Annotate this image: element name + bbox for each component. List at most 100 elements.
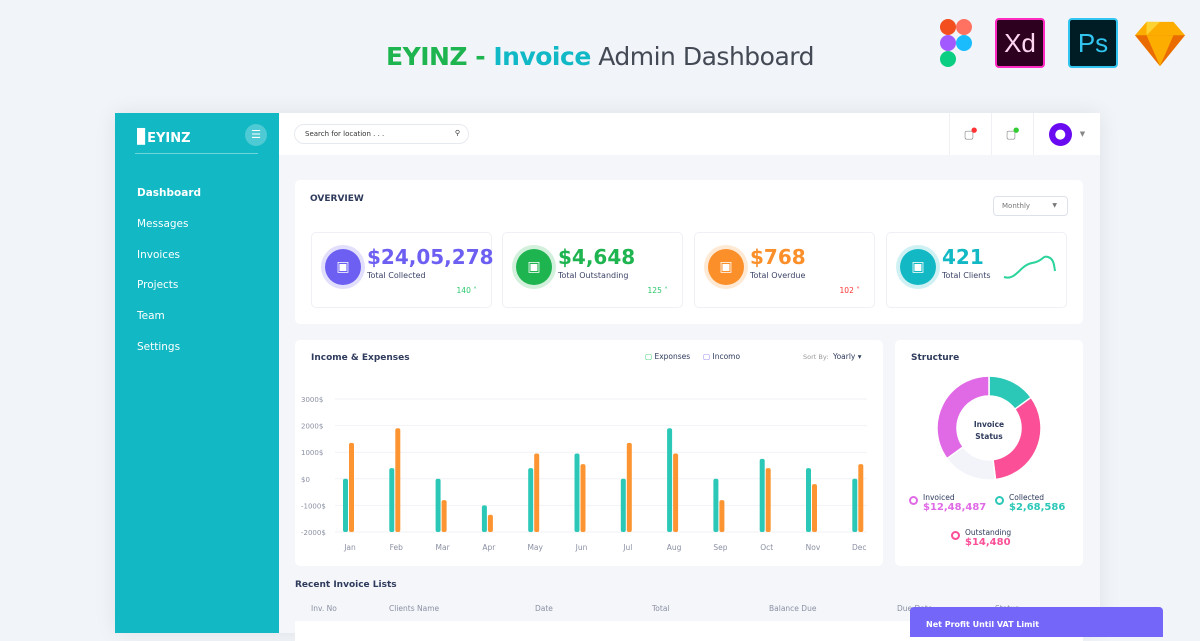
x-tick-label: Apr <box>482 543 496 552</box>
x-tick-label: Feb <box>390 543 404 552</box>
title-rest: Admin Dashboard <box>590 42 814 71</box>
bar-exponses <box>667 428 673 532</box>
title-word: Invoice <box>493 42 591 71</box>
bar-incomo <box>395 428 401 532</box>
stat-card[interactable]: ▣ $4,648 Total Outstanding 125 ˄ <box>502 232 683 308</box>
bar-incomo <box>487 514 493 532</box>
x-tick-label: Jun <box>575 543 588 552</box>
banner-title: EYINZ - Invoice Admin Dashboard <box>0 42 1200 71</box>
x-tick-label: Jul <box>622 543 632 552</box>
income-expenses-card: Income & Expenses ▢ Exponses ▢ Incomo So… <box>295 340 883 566</box>
y-tick-label: -2000$ <box>301 529 326 537</box>
dash: - <box>467 42 494 71</box>
stat-count: 140 ˄ <box>456 286 477 295</box>
bar-exponses <box>713 478 719 532</box>
invoice-status-donut <box>936 375 1042 481</box>
bar-incomo <box>580 464 586 532</box>
overview-title: OVERVIEW <box>310 194 364 204</box>
donut-slice-invoiced <box>936 375 990 460</box>
structure-card: Structure Invoice Status Invoiced $12,48,4… <box>895 340 1083 566</box>
stat-label: Total Outstanding <box>558 271 629 280</box>
logo: ▮EYINZ <box>135 123 191 148</box>
x-tick-label: May <box>527 543 543 552</box>
invoice-icon: ▣ <box>900 249 936 285</box>
column-header[interactable]: Date <box>535 604 553 613</box>
bar-exponses <box>759 458 765 532</box>
top-header: Search for location . . . ⚲ ▢ ● ▢ ● ● ▼ <box>279 113 1100 155</box>
bar-exponses <box>343 478 348 532</box>
bar-incomo <box>858 464 864 532</box>
photoshop-icon: Ps <box>1068 18 1118 68</box>
sidebar-item-dashboard[interactable]: Dashboard <box>137 187 202 199</box>
y-tick-label: 3000$ <box>301 396 323 404</box>
bar-exponses <box>574 453 580 532</box>
bar-exponses <box>806 468 811 532</box>
recent-invoices-title: Recent Invoice Lists <box>295 580 397 590</box>
legend-dot-icon <box>951 531 960 540</box>
legend-expenses: ▢ Exponses <box>645 352 691 361</box>
income-bar-chart: 3000$ 2000$ 1000$ $0 -1000$ -2000$ Jan Feb Mar Ap… <box>301 396 867 552</box>
bar-incomo <box>534 453 540 532</box>
bar-incomo <box>626 442 632 532</box>
sidebar-item-messages[interactable]: Messages <box>137 218 189 230</box>
structure-legend-item: Collected $2,68,586 <box>995 493 1065 513</box>
stat-label: Total Collected <box>367 271 426 280</box>
notification-icon[interactable]: ▢ ● <box>991 113 1033 155</box>
y-tick-label: 1000$ <box>301 449 323 457</box>
bar-incomo <box>812 484 817 532</box>
x-tick-label: Nov <box>806 543 821 552</box>
stat-count: 125 ˄ <box>647 286 668 295</box>
legend-income: ▢ Incomo <box>703 352 741 361</box>
x-tick-label: Sep <box>713 543 727 552</box>
messages-icon[interactable]: ▢ ● <box>949 113 991 155</box>
net-profit-popup: Net Profit Until VAT Limit <box>910 607 1163 637</box>
bar-incomo <box>765 468 771 532</box>
structure-legend-item: Outstanding $14,480 <box>951 528 1011 548</box>
user-menu[interactable]: ● ▼ <box>1033 113 1100 155</box>
bar-exponses <box>481 505 487 532</box>
sort-select[interactable]: Yoarly ▾ <box>833 352 862 361</box>
x-tick-label: Dec <box>852 543 867 552</box>
search-icon: ⚲ <box>454 129 460 137</box>
stat-card[interactable]: ▣ $768 Total Overdue 102 ˅ <box>694 232 875 308</box>
bar-incomo <box>673 453 679 532</box>
sidebar: ▮EYINZ ☰ Dashboard Messages Invoices Pro… <box>115 113 279 633</box>
legend-dot-icon <box>909 496 918 505</box>
sidebar-item-projects[interactable]: Projects <box>137 279 179 291</box>
figma-icon <box>931 18 981 68</box>
invoice-icon: ▣ <box>516 249 552 285</box>
divider <box>135 153 258 154</box>
bar-exponses <box>528 468 534 532</box>
sort-label: Sort By: <box>803 353 829 361</box>
search-input[interactable]: Search for location . . . ⚲ <box>294 124 469 144</box>
stat-card[interactable]: ▣ $24,05,278 Total Collected 140 ˄ <box>311 232 494 308</box>
x-tick-label: Oct <box>760 543 773 552</box>
sidebar-item-settings[interactable]: Settings <box>137 341 181 353</box>
period-select[interactable]: Monthly ▼ <box>993 196 1068 216</box>
stat-value: 421 <box>942 245 984 269</box>
menu-toggle-button[interactable]: ☰ <box>245 124 267 146</box>
column-header[interactable]: Total <box>652 604 670 613</box>
legend-dot-icon <box>995 496 1004 505</box>
column-header[interactable]: Inv. No <box>311 604 337 613</box>
bar-exponses <box>852 478 858 532</box>
donut-center-label: Invoice Status <box>973 420 1005 441</box>
y-tick-label: $0 <box>301 476 310 484</box>
stat-card[interactable]: ▣ 421 Total Clients <box>886 232 1067 308</box>
brand: EYINZ <box>386 42 468 71</box>
sidebar-item-team[interactable]: Team <box>137 310 165 322</box>
invoice-icon: ▣ <box>708 249 744 285</box>
bar-exponses <box>435 478 441 532</box>
structure-title: Structure <box>911 353 960 363</box>
y-tick-label: 2000$ <box>301 423 323 431</box>
x-tick-label: Jan <box>343 543 356 552</box>
x-tick-label: Mar <box>436 543 451 552</box>
x-tick-label: Aug <box>667 543 682 552</box>
column-header[interactable]: Clients Name <box>389 604 440 613</box>
xd-icon: Xd <box>995 18 1045 68</box>
bar-incomo <box>719 500 725 532</box>
stat-value: $4,648 <box>558 245 636 269</box>
sidebar-item-invoices[interactable]: Invoices <box>137 249 181 261</box>
column-header[interactable]: Balance Due <box>769 604 817 613</box>
bar-exponses <box>620 478 626 532</box>
